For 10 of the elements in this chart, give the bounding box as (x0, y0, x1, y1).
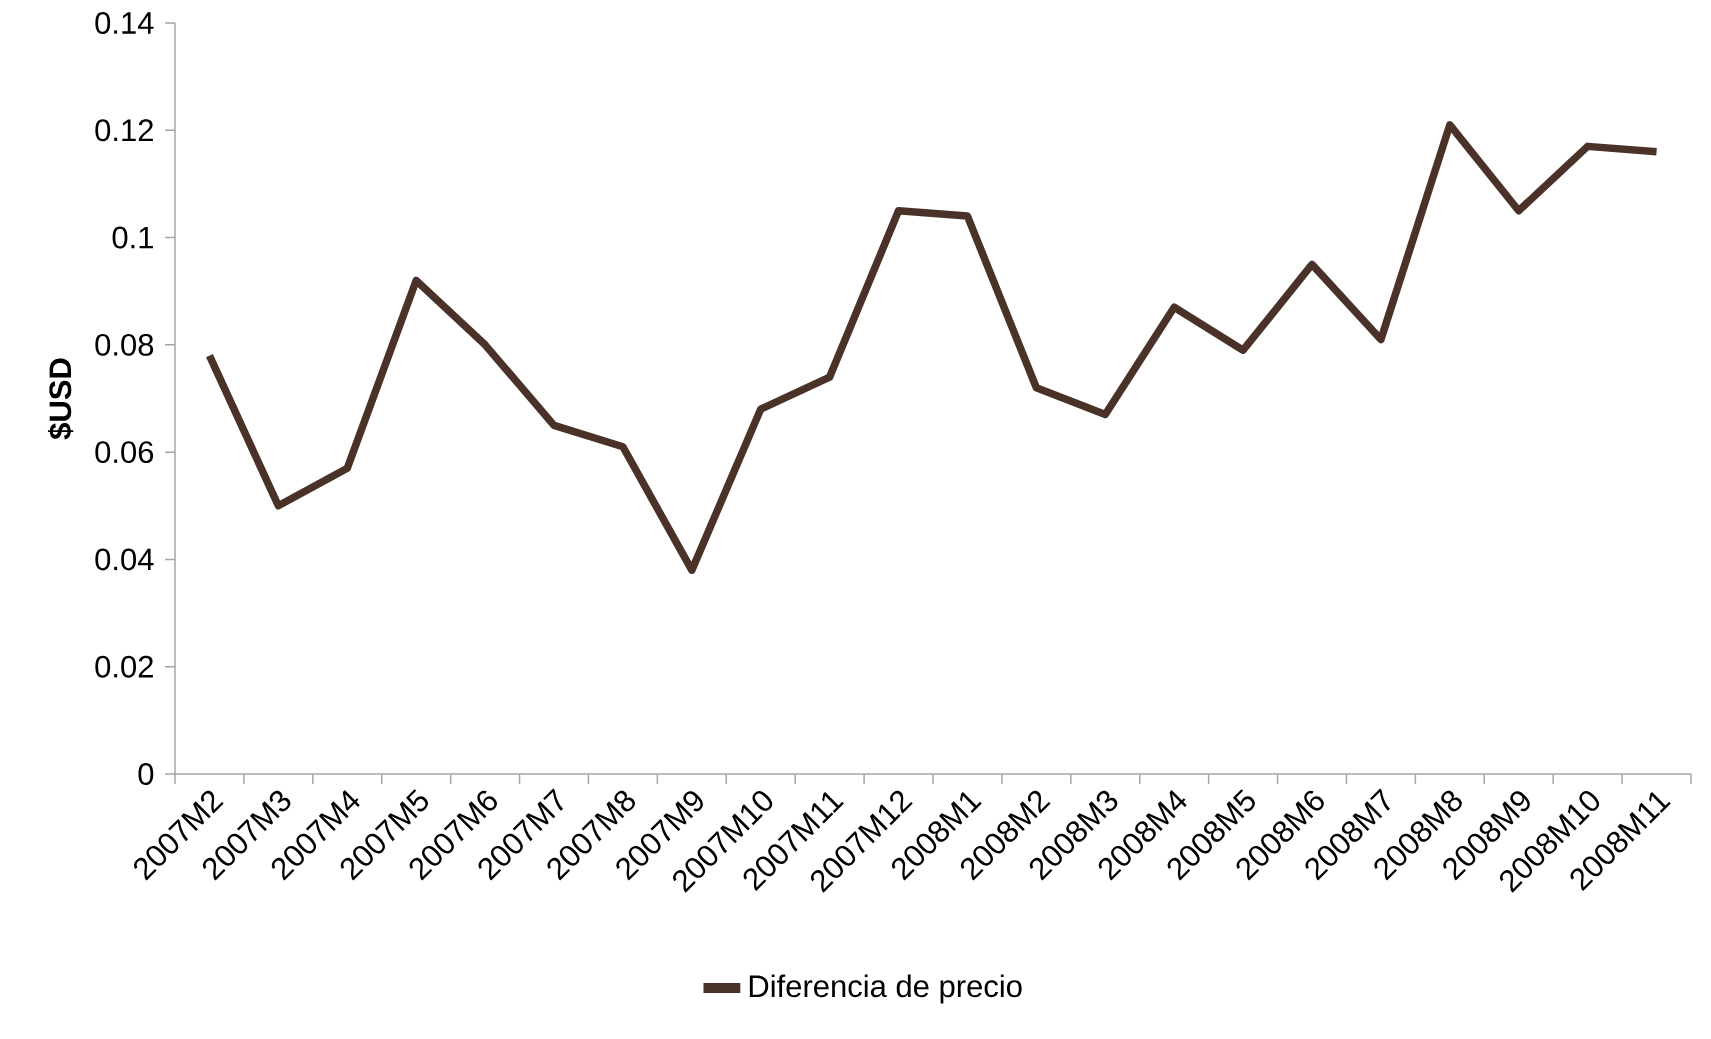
y-tick-label: 0.06 (95, 441, 154, 464)
y-tick-label: 0.04 (95, 548, 154, 571)
y-tick-label: 0.1 (112, 226, 153, 249)
y-tick-label: 0.02 (95, 655, 153, 678)
y-tick-label: 0.14 (95, 12, 154, 34)
legend-label: Diferencia de precio (749, 974, 1022, 1004)
y-tick-label: 0 (138, 763, 154, 785)
y-tick-label: 0.12 (95, 119, 153, 142)
y-tick-label: 0.08 (95, 333, 154, 356)
y-axis-title: $USD (47, 358, 74, 440)
